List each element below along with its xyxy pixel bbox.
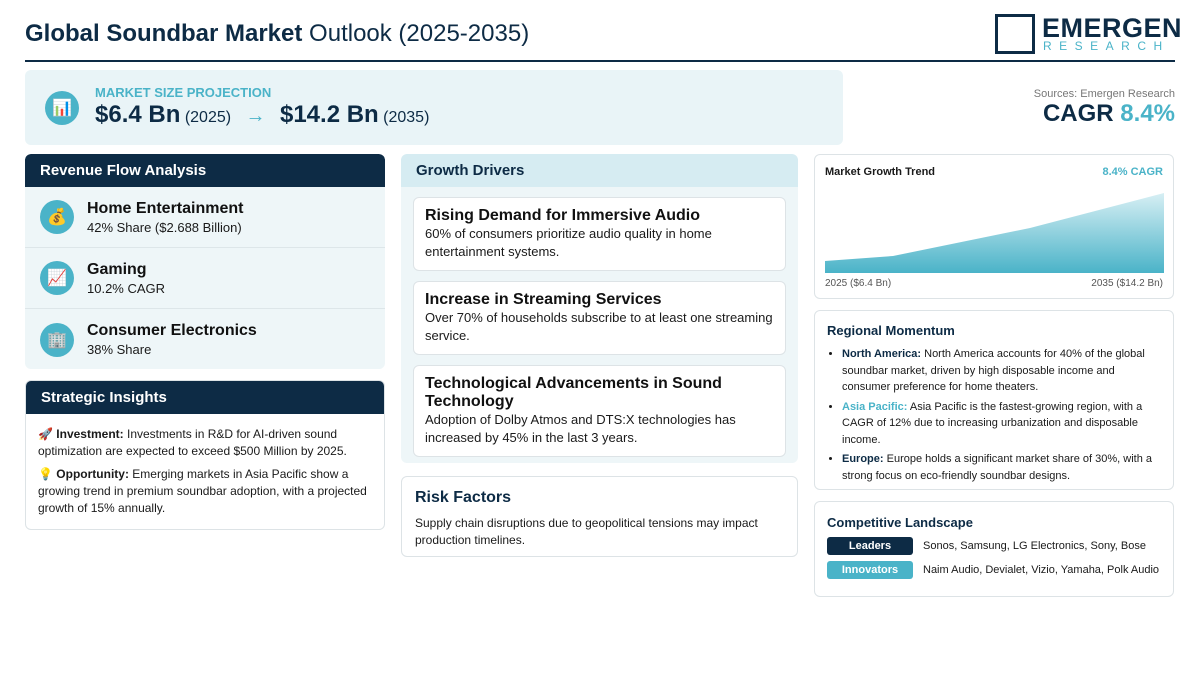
revenue-name: Consumer Electronics: [87, 322, 257, 339]
risk-text: Supply chain disruptions due to geopolit…: [415, 516, 758, 547]
region-text: North America accounts for 40% of the gl…: [842, 348, 1145, 393]
panel-title: Revenue Flow Analysis: [25, 154, 385, 187]
logo-name: EMERGEN: [1042, 13, 1183, 43]
driver-text: Over 70% of households subscribe to at l…: [425, 310, 773, 343]
driver-text: 60% of consumers prioritize audio qualit…: [425, 226, 712, 259]
trend-area: [825, 193, 1164, 273]
title: Global Soundbar Market Outlook (2025-203…: [25, 20, 529, 48]
sources: Sources: Emergen Research: [1033, 88, 1175, 100]
revenue-item: 📈 Gaming 10.2% CAGR: [25, 248, 385, 309]
end-year: (2035): [383, 109, 430, 126]
panel-title: Risk Factors: [415, 489, 512, 506]
region-item: North America: North America accounts fo…: [842, 346, 1161, 396]
drivers-panel: Growth Drivers Rising Demand for Immersi…: [401, 154, 798, 463]
insight-label: Investment:: [56, 427, 124, 441]
title-rest: Outlook (2025-2035): [309, 20, 530, 47]
risk-panel: Risk Factors Supply chain disruptions du…: [401, 476, 798, 557]
panel-title: Market Growth Trend: [825, 166, 936, 178]
region-name: Europe:: [842, 453, 884, 465]
trend-panel: Market Growth Trend 8.4% CAGR 2025 ($6.4…: [814, 154, 1174, 299]
projection-label: MARKET SIZE PROJECTION: [95, 85, 272, 100]
driver-card: Technological Advancements in Sound Tech…: [413, 365, 786, 457]
region-text: Asia Pacific is the fastest-growing regi…: [842, 400, 1143, 446]
projection-icon: 📊: [45, 91, 79, 125]
insight-text: Investments in R&D for AI-driven sound o…: [38, 427, 347, 458]
panel-title: Competitive Landscape: [827, 515, 973, 530]
region-text: Europe holds a significant market share …: [842, 453, 1152, 482]
driver-card: Increase in Streaming Services Over 70% o…: [413, 281, 786, 355]
region-item: Asia Pacific: Asia Pacific is the fastes…: [842, 399, 1161, 449]
regional-panel: Regional Momentum North America: North A…: [814, 310, 1174, 490]
competitor-row: Innovators Naim Audio, Devialet, Vizio, Y…: [827, 561, 1161, 579]
insight-icon: 💡: [38, 467, 53, 481]
start-year: (2025): [184, 109, 232, 126]
cagr-value: 8.4%: [1120, 100, 1175, 127]
trend-start: 2025 ($6.4 Bn): [825, 278, 892, 289]
revenue-item: 💰 Home Entertainment 42% Share ($2.688 Bil…: [25, 187, 385, 248]
revenue-detail: 38% Share: [87, 342, 152, 357]
revenue-icon: 💰: [40, 200, 74, 234]
region-name: Asia Pacific:: [842, 400, 908, 413]
revenue-name: Gaming: [87, 260, 147, 278]
insight: 💡 Opportunity: Emerging markets in Asia …: [38, 466, 372, 517]
competitor-tag: Innovators: [827, 561, 913, 579]
start-value: $6.4 Bn: [95, 101, 181, 128]
region-item: Europe: Europe holds a significant marke…: [842, 451, 1161, 484]
panel-title: Regional Momentum: [827, 323, 955, 338]
logo-sub: RESEARCH: [1043, 39, 1170, 53]
driver-title: Rising Demand for Immersive Audio: [425, 207, 701, 224]
competitor-row: Leaders Sonos, Samsung, LG Electronics, S…: [827, 537, 1161, 555]
insight-label: Opportunity:: [56, 467, 129, 481]
competitor-tag: Leaders: [827, 537, 913, 555]
header-rule: [25, 60, 1175, 62]
competitor-list: Sonos, Samsung, LG Electronics, Sony, Bo…: [923, 540, 1146, 552]
competitor-list: Naim Audio, Devialet, Vizio, Yamaha, Pol…: [923, 564, 1160, 576]
insight-text: Emerging markets in Asia Pacific show a …: [38, 467, 367, 515]
trend-end: 2035 ($14.2 Bn): [1091, 278, 1163, 289]
driver-card: Rising Demand for Immersive Audio 60% of …: [413, 197, 786, 271]
projection-values: $6.4 Bn (2025) → $14.2 Bn (2035): [95, 101, 429, 129]
driver-text: Adoption of Dolby Atmos and DTS:X techno…: [425, 412, 736, 445]
region-name: North America:: [842, 348, 922, 360]
revenue-detail: 10.2% CAGR: [87, 280, 166, 296]
insight: 🚀 Investment: Investments in R&D for AI-…: [38, 426, 372, 460]
revenue-name: Home Entertainment: [87, 199, 244, 217]
panel-title: Growth Drivers: [401, 154, 798, 187]
cagr-label: CAGR: [1042, 100, 1114, 127]
title-bold: Global Soundbar Market: [25, 20, 303, 47]
competitive-panel: Competitive Landscape Leaders Sonos, Sams…: [814, 501, 1174, 597]
revenue-panel: Revenue Flow Analysis 💰 Home Entertainmen…: [25, 154, 385, 369]
end-value: $14.2 Bn: [279, 101, 379, 128]
cagr: CAGR 8.4%: [1043, 100, 1175, 128]
logo-mark: [995, 14, 1035, 54]
projection: 📊 MARKET SIZE PROJECTION $6.4 Bn (2025) …: [25, 70, 843, 145]
insights-panel: Strategic Insights 🚀 Investment: Investm…: [25, 380, 385, 530]
revenue-icon: 📈: [40, 261, 74, 295]
driver-title: Increase in Streaming Services: [425, 291, 662, 308]
revenue-icon: 🏢: [40, 322, 74, 357]
revenue-text: Home Entertainment 42% Share ($2.688 Bill…: [87, 200, 243, 235]
trend-badge: 8.4% CAGR: [1102, 166, 1163, 178]
revenue-text: Consumer Electronics 38% Share: [87, 322, 257, 357]
panel-title: Strategic Insights: [26, 381, 384, 414]
revenue-detail: 42% Share ($2.688 Billion): [87, 219, 242, 235]
revenue-item: 🏢 Consumer Electronics 38% Share: [25, 309, 385, 369]
trend-shape: [825, 193, 1164, 273]
revenue-text: Gaming 10.2% CAGR: [87, 261, 165, 296]
insight-icon: 🚀: [38, 427, 53, 441]
driver-title: Technological Advancements in Sound Tech…: [425, 375, 722, 410]
arrow: →: [245, 105, 266, 127]
